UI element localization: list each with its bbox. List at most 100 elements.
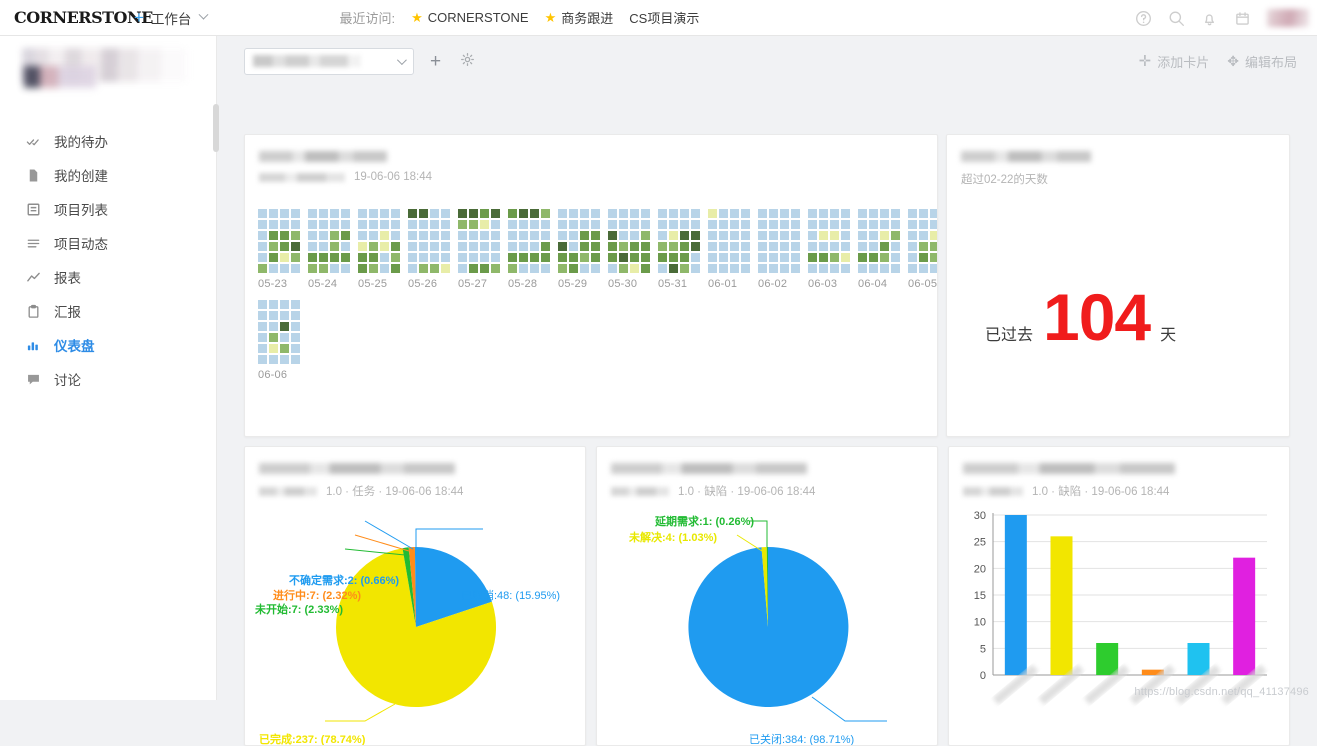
heatmap-cell[interactable] — [891, 209, 900, 218]
heatmap-cell[interactable] — [391, 264, 400, 273]
heatmap-cell[interactable] — [341, 242, 350, 251]
heatmap-cell[interactable] — [269, 231, 278, 240]
heatmap-cell[interactable] — [719, 242, 728, 251]
bar[interactable] — [1050, 536, 1073, 675]
heatmap-cell[interactable] — [591, 253, 600, 262]
heatmap-cell[interactable] — [258, 333, 267, 342]
heatmap-cell[interactable] — [908, 209, 917, 218]
heatmap-cell[interactable] — [508, 231, 517, 240]
avatar[interactable] — [1267, 9, 1309, 27]
heatmap-cell[interactable] — [641, 264, 650, 273]
heatmap-cell[interactable] — [319, 242, 328, 251]
heatmap-cell[interactable] — [380, 231, 389, 240]
heatmap-cell[interactable] — [630, 231, 639, 240]
heatmap-cell[interactable] — [541, 220, 550, 229]
heatmap-cell[interactable] — [291, 355, 300, 364]
heatmap-day[interactable]: 05-24 — [308, 209, 350, 290]
heatmap-cell[interactable] — [569, 231, 578, 240]
heatmap-cell[interactable] — [369, 209, 378, 218]
heatmap-cell[interactable] — [408, 209, 417, 218]
heatmap-cell[interactable] — [391, 220, 400, 229]
heatmap-cell[interactable] — [791, 220, 800, 229]
heatmap-cell[interactable] — [269, 242, 278, 251]
heatmap-cell[interactable] — [291, 253, 300, 262]
heatmap-cell[interactable] — [419, 253, 428, 262]
heatmap-cell[interactable] — [658, 264, 667, 273]
heatmap-cell[interactable] — [580, 264, 589, 273]
heatmap-cell[interactable] — [491, 220, 500, 229]
heatmap-cell[interactable] — [330, 231, 339, 240]
heatmap-cell[interactable] — [719, 264, 728, 273]
heatmap-cell[interactable] — [280, 242, 289, 251]
recent-item-2[interactable]: CS项目演示 — [629, 8, 699, 27]
heatmap-cell[interactable] — [608, 220, 617, 229]
heatmap-cell[interactable] — [358, 264, 367, 273]
bar[interactable] — [1141, 669, 1164, 675]
sidebar-item-project-list[interactable]: 项目列表 — [0, 192, 216, 226]
heatmap-cell[interactable] — [830, 209, 839, 218]
heatmap-cell[interactable] — [519, 253, 528, 262]
heatmap-cell[interactable] — [691, 220, 700, 229]
heatmap-cell[interactable] — [530, 220, 539, 229]
heatmap-day[interactable]: 05-25 — [358, 209, 400, 290]
heatmap-cell[interactable] — [791, 231, 800, 240]
heatmap-cell[interactable] — [519, 231, 528, 240]
heatmap-cell[interactable] — [708, 220, 717, 229]
heatmap-cell[interactable] — [741, 231, 750, 240]
heatmap-cell[interactable] — [291, 322, 300, 331]
heatmap-cell[interactable] — [780, 242, 789, 251]
heatmap-cell[interactable] — [530, 242, 539, 251]
heatmap-cell[interactable] — [730, 209, 739, 218]
heatmap-cell[interactable] — [708, 209, 717, 218]
heatmap-cell[interactable] — [419, 231, 428, 240]
heatmap-cell[interactable] — [569, 220, 578, 229]
heatmap-cell[interactable] — [891, 253, 900, 262]
heatmap-cell[interactable] — [808, 231, 817, 240]
heatmap-cell[interactable] — [730, 220, 739, 229]
heatmap-cell[interactable] — [819, 253, 828, 262]
heatmap-cell[interactable] — [630, 209, 639, 218]
heatmap-cell[interactable] — [658, 231, 667, 240]
heatmap-cell[interactable] — [758, 264, 767, 273]
heatmap-cell[interactable] — [508, 220, 517, 229]
heatmap-cell[interactable] — [280, 300, 289, 309]
heatmap-cell[interactable] — [308, 242, 317, 251]
help-icon[interactable] — [1135, 10, 1152, 27]
heatmap-cell[interactable] — [630, 242, 639, 251]
heatmap-cell[interactable] — [891, 264, 900, 273]
heatmap-cell[interactable] — [669, 231, 678, 240]
sidebar-item-dashboard[interactable]: 仪表盘 — [0, 328, 216, 362]
heatmap-cell[interactable] — [430, 220, 439, 229]
heatmap-cell[interactable] — [508, 242, 517, 251]
heatmap-cell[interactable] — [658, 220, 667, 229]
heatmap-cell[interactable] — [369, 231, 378, 240]
heatmap-cell[interactable] — [280, 209, 289, 218]
heatmap-cell[interactable] — [830, 253, 839, 262]
heatmap-cell[interactable] — [919, 220, 928, 229]
heatmap-cell[interactable] — [680, 253, 689, 262]
heatmap-cell[interactable] — [691, 253, 700, 262]
heatmap-cell[interactable] — [369, 220, 378, 229]
heatmap-cell[interactable] — [380, 253, 389, 262]
heatmap-cell[interactable] — [869, 242, 878, 251]
heatmap-day[interactable]: 06-04 — [858, 209, 900, 290]
heatmap-cell[interactable] — [791, 264, 800, 273]
heatmap-cell[interactable] — [719, 231, 728, 240]
heatmap-cell[interactable] — [469, 220, 478, 229]
heatmap-cell[interactable] — [391, 242, 400, 251]
sidebar-item-discussion[interactable]: 讨论 — [0, 362, 216, 396]
add-dashboard-icon[interactable]: + — [430, 50, 442, 72]
heatmap-cell[interactable] — [380, 209, 389, 218]
heatmap-cell[interactable] — [908, 242, 917, 251]
heatmap-cell[interactable] — [269, 344, 278, 353]
heatmap-cell[interactable] — [408, 231, 417, 240]
heatmap-cell[interactable] — [758, 220, 767, 229]
heatmap-cell[interactable] — [458, 220, 467, 229]
heatmap-cell[interactable] — [880, 242, 889, 251]
heatmap-cell[interactable] — [258, 231, 267, 240]
calendar-icon[interactable] — [1234, 10, 1251, 27]
heatmap-cell[interactable] — [341, 264, 350, 273]
heatmap-cell[interactable] — [891, 231, 900, 240]
heatmap-cell[interactable] — [369, 242, 378, 251]
heatmap-cell[interactable] — [608, 231, 617, 240]
